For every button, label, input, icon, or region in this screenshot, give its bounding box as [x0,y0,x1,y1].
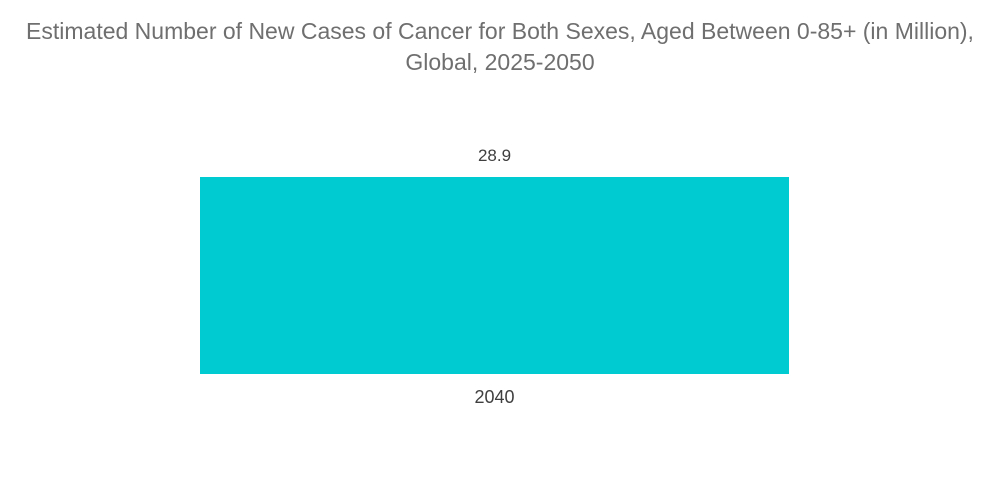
x-axis-tick-label: 2040 [474,387,515,407]
bar-2040 [200,177,789,374]
chart-title: Estimated Number of New Cases of Cancer … [26,18,974,75]
plot-area: 28.9 2040 [0,110,1000,450]
bar-value-label: 28.9 [477,146,512,165]
